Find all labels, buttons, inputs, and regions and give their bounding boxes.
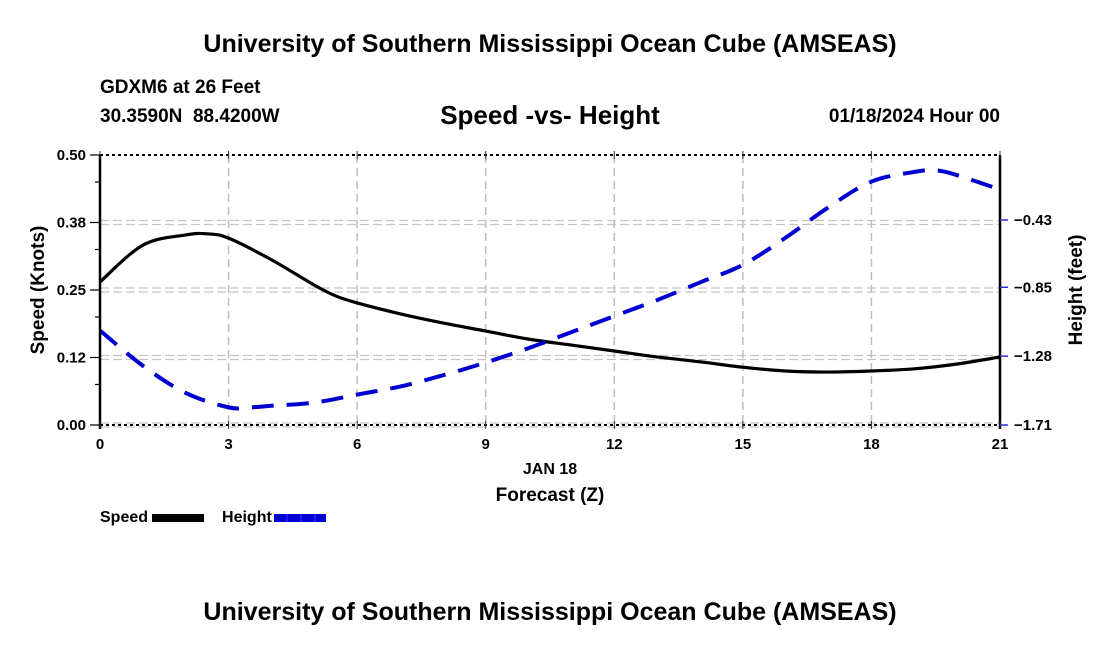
legend-swatch-speed [152,514,205,522]
x-tick-label: 12 [606,436,623,453]
y-right-tick-label: −1.71 [1014,417,1052,434]
y-right-tick-label: −0.85 [1014,279,1052,296]
x-tick-label: 15 [735,436,752,453]
series-line-height [98,168,1001,411]
legend-label-speed: Speed [100,509,149,526]
grid [100,155,1000,428]
series-line-speed [98,231,1001,374]
x-axis-label: Forecast (Z) [496,485,605,506]
series-group [98,168,1001,411]
footer-title: University of Southern Mississippi Ocean… [203,598,897,626]
y-axis-label-left: Speed (Knots) [28,226,49,355]
legend-label-height: Height [222,509,272,526]
tick-labels: 0 3 6 9 12 15 18 21 0.00 0.12 0.25 0.38 0.50 −1.71 −1.… [57,147,1052,453]
y-tick-label: 0.12 [57,350,86,367]
coordinates-label: 30.3590N 88.4200W [100,106,280,127]
legend: Speed Height [100,509,344,527]
y-tick-label: 0.50 [57,147,86,164]
y-right-tick-label: −0.43 [1014,212,1052,229]
y-axis-label-right: Height (feet) [1066,235,1087,346]
legend-swatch-height [273,514,326,522]
axes [90,151,1008,429]
x-tick-label: 9 [482,436,490,453]
y-tick-label: 0.25 [57,282,86,299]
x-axis-date-label: JAN 18 [523,461,577,478]
x-tick-label: 0 [96,436,104,453]
y-tick-label: 0.00 [57,417,86,434]
chart-title: Speed -vs- Height [440,100,660,130]
x-tick-label: 18 [863,436,880,453]
y-right-tick-label: −1.28 [1014,348,1052,365]
x-tick-label: 21 [992,436,1009,453]
main-title: University of Southern Mississippi Ocean… [203,30,897,58]
x-tick-label: 6 [353,436,361,453]
legend-item-speed: Speed [100,509,205,527]
station-label: GDXM6 at 26 Feet [100,77,261,98]
legend-item-height: Height [222,509,326,527]
forecast-datetime: 01/18/2024 Hour 00 [828,106,1000,127]
y-tick-label: 0.38 [57,215,86,232]
x-tick-label: 3 [224,436,232,453]
